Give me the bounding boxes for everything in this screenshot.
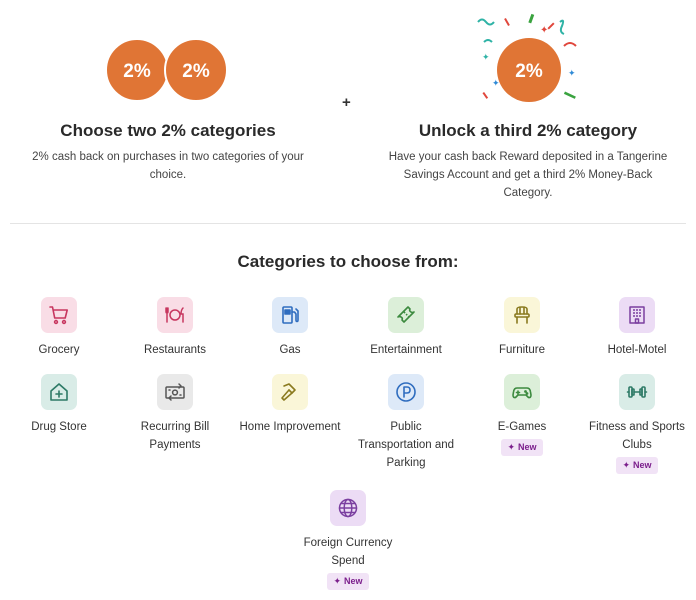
category-label: Recurring Bill Payments xyxy=(140,421,210,451)
percent-circle-3: 2% xyxy=(497,38,561,102)
category-label: Grocery xyxy=(38,344,80,356)
category-foreign-currency-spend[interactable]: Foreign Currency Spend ✦ New xyxy=(290,490,406,590)
section-divider xyxy=(10,223,686,224)
category-furniture[interactable]: Furniture xyxy=(464,297,580,359)
category-entertainment[interactable]: Entertainment xyxy=(348,297,464,359)
sparkle-icon: ✦ xyxy=(507,442,516,452)
svg-text:✦: ✦ xyxy=(540,25,548,36)
percent-circle-1: 2% xyxy=(105,38,169,102)
sparkle-icon: ✦ xyxy=(622,460,631,470)
category-label: Home Improvement xyxy=(239,421,341,433)
globe-icon xyxy=(330,490,366,526)
hotel-icon xyxy=(619,297,655,333)
pharmacy-icon xyxy=(41,374,77,410)
category-home-improvement[interactable]: Home Improvement xyxy=(232,374,348,436)
category-label: Entertainment xyxy=(370,344,442,356)
svg-text:✦: ✦ xyxy=(568,69,576,79)
dumbbell-icon xyxy=(619,374,655,410)
hammer-icon xyxy=(272,374,308,410)
category-label: Foreign Currency Spend xyxy=(303,537,393,567)
category-label: Fitness and Sports Clubs xyxy=(589,421,685,451)
shopping-cart-icon xyxy=(41,297,77,333)
new-badge: ✦ New xyxy=(327,573,369,590)
category-grocery[interactable]: Grocery xyxy=(1,297,117,359)
gamepad-icon xyxy=(504,374,540,410)
category-label: Gas xyxy=(279,344,301,356)
new-badge: ✦ New xyxy=(616,457,658,474)
category-fitness-sports-clubs[interactable]: Fitness and Sports Clubs ✦ New xyxy=(579,374,695,474)
category-label: Drug Store xyxy=(31,421,87,433)
svg-text:✦: ✦ xyxy=(482,53,490,63)
category-hotel-motel[interactable]: Hotel-Motel xyxy=(579,297,695,359)
offer-section: 2% 2% Choose two 2% categories 2% cash b… xyxy=(0,0,696,222)
category-label: Public Transportation and Parking xyxy=(357,421,455,469)
offer-left-description: 2% cash back on purchases in two categor… xyxy=(32,151,304,181)
offer-right-heading: Unlock a third 2% category xyxy=(418,121,638,140)
new-badge: ✦ New xyxy=(501,439,543,456)
svg-text:✦: ✦ xyxy=(492,79,500,89)
categories-title: Categories to choose from: xyxy=(237,252,459,271)
category-e-games[interactable]: E-Games ✦ New xyxy=(464,374,580,456)
chair-icon xyxy=(504,297,540,333)
category-gas[interactable]: Gas xyxy=(232,297,348,359)
offer-right-description: Have your cash back Reward deposited in … xyxy=(388,151,668,199)
parking-icon xyxy=(388,374,424,410)
confetti-icon: ✦ ✦ ✦ ✦ xyxy=(477,13,577,99)
category-public-transportation[interactable]: Public Transportation and Parking xyxy=(348,374,464,472)
category-restaurants[interactable]: Restaurants xyxy=(117,297,233,359)
plus-sign: + xyxy=(342,94,351,111)
sparkle-icon: ✦ xyxy=(333,576,342,586)
bill-icon xyxy=(157,374,193,410)
category-label: Restaurants xyxy=(143,344,206,356)
ticket-icon xyxy=(388,297,424,333)
category-label: E-Games xyxy=(497,421,547,433)
dining-icon xyxy=(157,297,193,333)
category-label: Hotel-Motel xyxy=(607,344,667,356)
offer-left-heading: Choose two 2% categories xyxy=(60,121,276,140)
gas-pump-icon xyxy=(272,297,308,333)
category-drug-store[interactable]: Drug Store xyxy=(1,374,117,436)
percent-circle-2: 2% xyxy=(164,38,228,102)
category-recurring-bill-payments[interactable]: Recurring Bill Payments xyxy=(117,374,233,454)
category-label: Furniture xyxy=(498,344,546,356)
